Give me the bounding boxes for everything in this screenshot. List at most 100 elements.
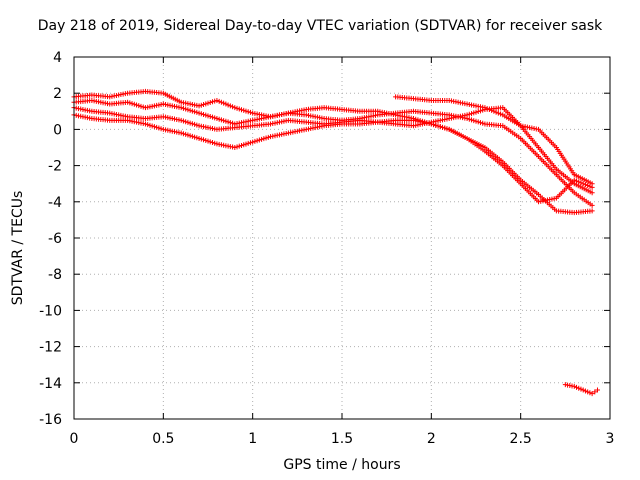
- data-point: [486, 106, 492, 112]
- data-point: [147, 122, 153, 128]
- data-point: [589, 181, 595, 187]
- data-point: [142, 121, 148, 127]
- data-points: [71, 88, 600, 397]
- data-point: [212, 98, 218, 104]
- data-point: [214, 97, 220, 103]
- data-point: [223, 101, 229, 107]
- data-point: [236, 106, 242, 112]
- data-point: [232, 145, 238, 150]
- data-point: [218, 117, 224, 123]
- data-point: [433, 122, 439, 128]
- data-point: [131, 101, 137, 107]
- data-point: [594, 387, 600, 393]
- data-point: [576, 385, 582, 391]
- data-point: [212, 140, 218, 146]
- data-point: [469, 111, 475, 117]
- series-track-b: [71, 97, 595, 208]
- data-point: [225, 102, 231, 108]
- data-point: [209, 99, 215, 105]
- data-point: [201, 102, 207, 108]
- x-tick-label: 1.5: [331, 431, 353, 447]
- x-tick-label: 2: [427, 431, 436, 447]
- data-point: [227, 103, 233, 109]
- data-point: [477, 120, 483, 126]
- data-point: [198, 111, 204, 117]
- y-tick-label: -4: [48, 195, 62, 211]
- data-point: [241, 107, 247, 113]
- data-point: [185, 132, 191, 138]
- data-point: [214, 116, 220, 122]
- data-point: [192, 134, 198, 140]
- data-point: [178, 117, 184, 123]
- data-point: [466, 116, 472, 122]
- data-point: [234, 144, 240, 150]
- data-point: [201, 137, 207, 143]
- data-point: [207, 114, 213, 120]
- data-point: [230, 104, 236, 110]
- data-point: [261, 136, 267, 142]
- data-point: [187, 133, 193, 139]
- data-point: [254, 138, 260, 144]
- data-point: [187, 107, 193, 113]
- data-point: [203, 101, 209, 107]
- data-point: [250, 139, 256, 145]
- data-point: [198, 102, 204, 108]
- data-point: [493, 109, 499, 115]
- x-axis-ticks: 0 0.5 1 1.5 2 2.5 3: [70, 57, 615, 447]
- data-point: [247, 109, 253, 115]
- data-point: [437, 124, 443, 130]
- data-point: [239, 107, 244, 113]
- data-point: [495, 110, 501, 116]
- y-tick-label: -16: [39, 412, 62, 428]
- data-point: [140, 104, 146, 110]
- data-point: [205, 100, 211, 106]
- y-tick-label: 4: [53, 50, 62, 66]
- data-point: [185, 119, 191, 125]
- plot-frame: [73, 56, 611, 420]
- x-tick-label: 0.5: [152, 431, 174, 447]
- grid-lines: [74, 57, 610, 419]
- data-point: [145, 122, 151, 128]
- y-tick-label: -8: [48, 267, 62, 283]
- data-point: [580, 181, 586, 187]
- data-point: [241, 142, 247, 148]
- data-point: [236, 143, 242, 149]
- data-point: [196, 110, 202, 116]
- y-axis-ticks: -16 -14 -12 -10 -8 -6 -4 -2 0 2 4: [39, 50, 610, 428]
- x-tick-label: 3: [606, 431, 615, 447]
- data-point: [239, 142, 244, 148]
- data-point: [589, 391, 595, 397]
- data-point: [221, 100, 227, 106]
- data-point: [149, 123, 155, 129]
- data-point: [136, 103, 142, 109]
- data-point: [574, 384, 579, 390]
- data-point: [196, 103, 202, 109]
- series-track-e: [393, 94, 595, 187]
- data-point: [582, 388, 588, 394]
- data-point: [489, 107, 495, 113]
- data-point: [482, 105, 488, 111]
- data-point: [589, 190, 595, 196]
- x-tick-label: 0: [70, 431, 79, 447]
- data-point: [442, 125, 448, 131]
- data-point: [589, 208, 595, 214]
- y-tick-label: -2: [48, 159, 62, 175]
- data-point: [440, 124, 445, 130]
- y-tick-label: 0: [53, 122, 62, 138]
- data-point: [221, 118, 227, 124]
- data-point: [582, 182, 588, 188]
- data-point: [151, 124, 157, 130]
- data-point: [218, 99, 224, 105]
- data-point: [180, 131, 186, 137]
- data-point: [232, 105, 238, 111]
- data-point: [578, 180, 584, 186]
- data-point: [587, 390, 593, 396]
- data-point: [180, 105, 186, 111]
- data-point: [129, 101, 135, 107]
- data-point: [243, 141, 249, 147]
- x-tick-label: 1: [248, 431, 257, 447]
- data-point: [498, 111, 504, 117]
- data-point: [216, 98, 222, 104]
- x-axis-label: GPS time / hours: [283, 457, 401, 473]
